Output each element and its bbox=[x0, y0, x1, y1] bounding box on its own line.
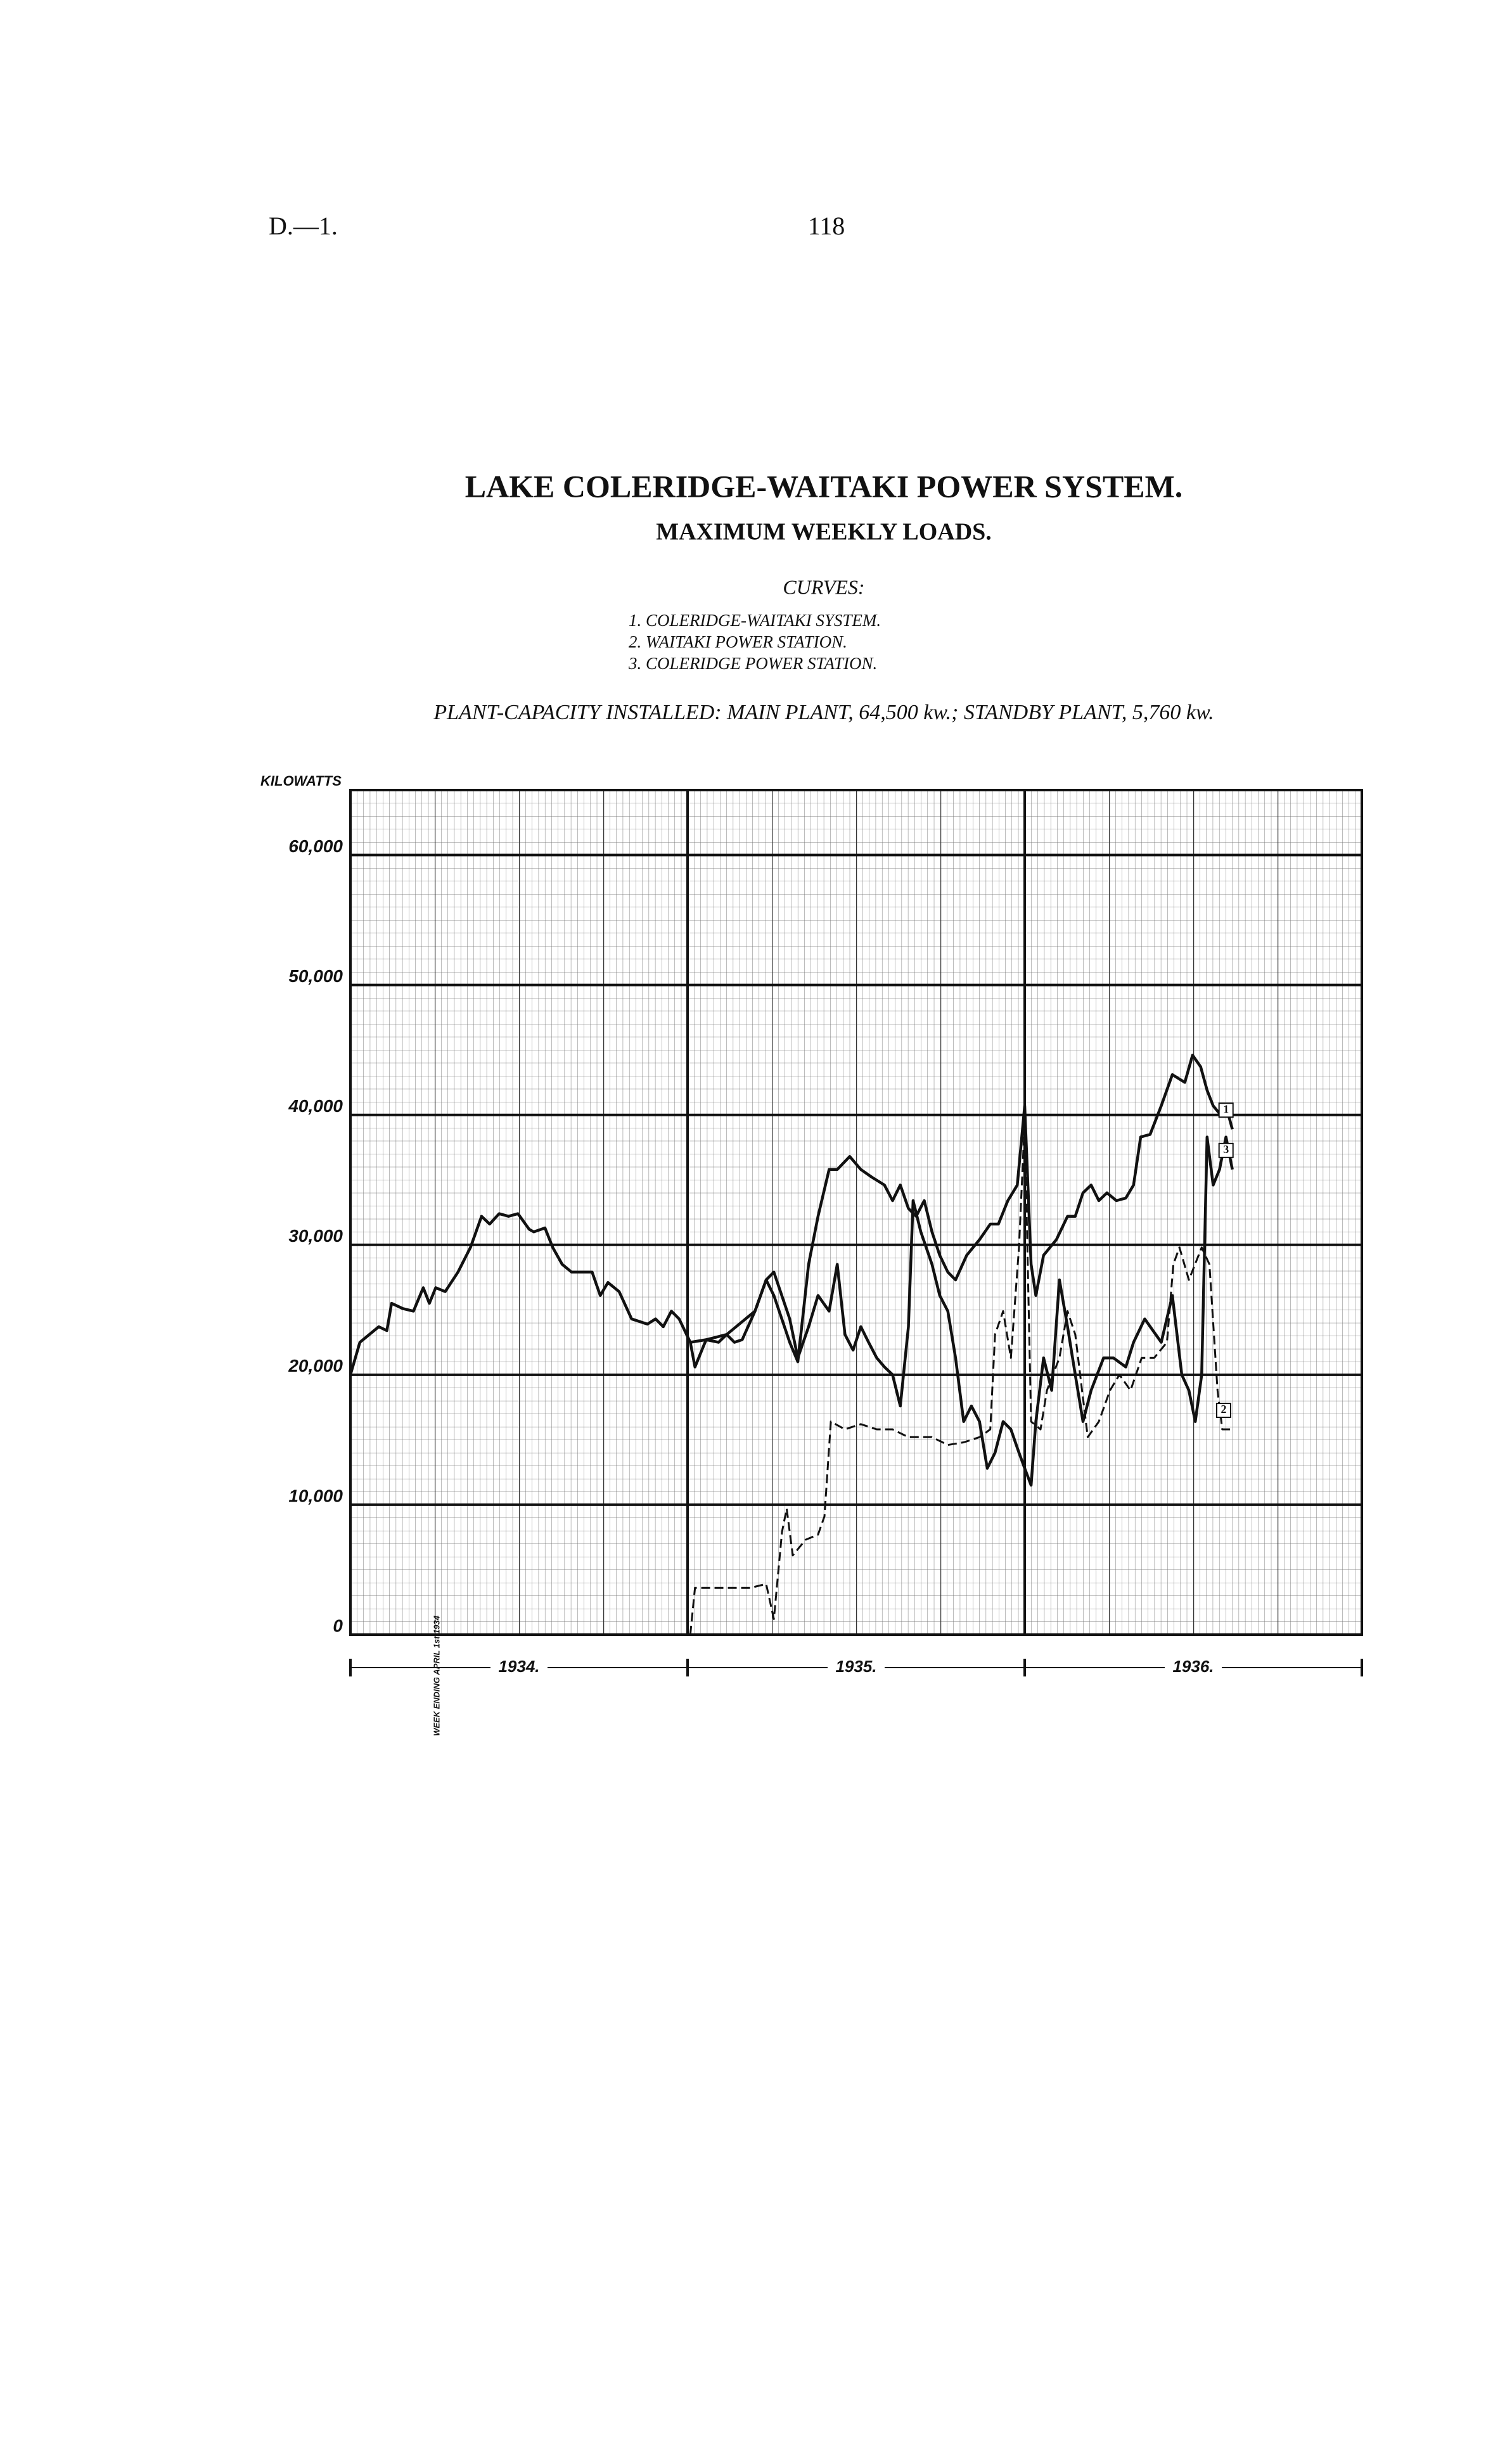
curve-label-box bbox=[1218, 1142, 1234, 1158]
curve-label: 1 bbox=[1223, 1102, 1229, 1115]
curve-description: 3. COLERIDGE POWER STATION. bbox=[628, 654, 877, 673]
curve-label: 2 bbox=[1221, 1403, 1226, 1415]
curve-label: 3 bbox=[1223, 1143, 1229, 1156]
x-note: WEEK ENDING APRIL 1st 1934 bbox=[432, 1615, 441, 1736]
chart-title: LAKE COLERIDGE-WAITAKI POWER SYSTEM. bbox=[465, 468, 1183, 504]
series-line bbox=[689, 1120, 1230, 1635]
page-header-left: D.—1. bbox=[269, 212, 338, 240]
curve-label-box bbox=[1218, 1102, 1234, 1118]
series-line bbox=[349, 1054, 1234, 1376]
chart-subtitle: MAXIMUM WEEKLY LOADS. bbox=[656, 519, 992, 546]
y-tick-label: 60,000 bbox=[288, 836, 343, 856]
curve-description: 2. WAITAKI POWER STATION. bbox=[629, 632, 847, 651]
x-tick-label: 1935. bbox=[835, 1657, 876, 1676]
y-tick-label: 50,000 bbox=[288, 966, 343, 986]
series-line bbox=[689, 1135, 1234, 1487]
x-tick-label-bg bbox=[1165, 1657, 1222, 1678]
y-tick-label: 20,000 bbox=[288, 1356, 343, 1376]
y-axis-label: KILOWATTS bbox=[260, 773, 342, 789]
page-number: 118 bbox=[808, 212, 845, 240]
plant-capacity-note: PLANT-CAPACITY INSTALLED: MAIN PLANT, 64… bbox=[433, 701, 1214, 724]
y-tick-label: 40,000 bbox=[288, 1096, 343, 1116]
y-tick-label: 30,000 bbox=[288, 1226, 343, 1246]
curve-label-box bbox=[1215, 1402, 1231, 1418]
quarter-grid bbox=[350, 790, 1362, 1635]
x-tick-label: 1934. bbox=[498, 1657, 539, 1676]
x-tick-label: 1936. bbox=[1172, 1657, 1214, 1676]
x-tick-label-bg bbox=[828, 1657, 885, 1678]
curves-heading: CURVES: bbox=[783, 575, 864, 598]
x-tick-label-bg bbox=[490, 1657, 548, 1678]
curve-description: 1. COLERIDGE-WAITAKI SYSTEM. bbox=[629, 611, 881, 630]
y-tick-label: 10,000 bbox=[288, 1486, 343, 1505]
y-tick-label: 0 bbox=[333, 1616, 343, 1635]
plot: 0 10,000 20,000 30,000 40,000 50,000 60,000 193… bbox=[288, 790, 1363, 1678]
